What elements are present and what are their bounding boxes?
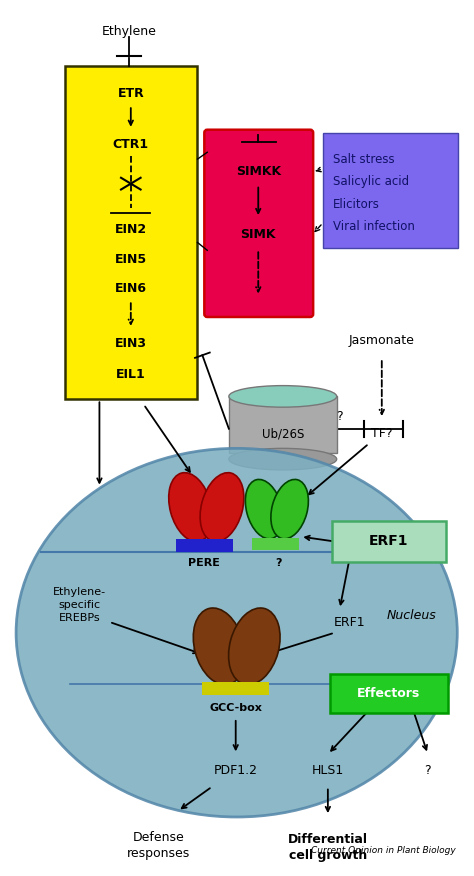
Text: Salt stress: Salt stress: [333, 152, 394, 166]
Text: EIN5: EIN5: [115, 252, 147, 265]
Text: Viral infection: Viral infection: [333, 220, 415, 233]
Text: HLS1: HLS1: [312, 764, 344, 777]
FancyBboxPatch shape: [176, 539, 233, 552]
Text: ETR: ETR: [118, 87, 144, 100]
Text: EIL1: EIL1: [116, 368, 146, 381]
Text: EIN2: EIN2: [115, 223, 147, 237]
FancyBboxPatch shape: [323, 132, 458, 249]
Text: Ethylene: Ethylene: [101, 25, 156, 38]
Ellipse shape: [200, 473, 244, 541]
Text: Nucleus: Nucleus: [386, 609, 436, 622]
Text: Elicitors: Elicitors: [333, 198, 380, 211]
FancyBboxPatch shape: [202, 682, 269, 696]
Ellipse shape: [229, 385, 337, 407]
Text: TF?: TF?: [371, 427, 392, 440]
Ellipse shape: [16, 449, 457, 817]
Text: ERF1: ERF1: [334, 617, 365, 629]
Text: ?: ?: [425, 764, 431, 777]
Text: PDF1.2: PDF1.2: [214, 764, 258, 777]
Text: ERF1: ERF1: [369, 534, 409, 548]
Ellipse shape: [246, 479, 283, 539]
Text: EIN3: EIN3: [115, 337, 147, 350]
Text: Ethylene-
specific
EREBPs: Ethylene- specific EREBPs: [53, 587, 106, 624]
Ellipse shape: [169, 473, 212, 541]
Text: Jasmonate: Jasmonate: [349, 334, 415, 347]
Ellipse shape: [228, 608, 280, 685]
Ellipse shape: [193, 608, 245, 685]
FancyBboxPatch shape: [204, 130, 313, 317]
Text: SIMKK: SIMKK: [236, 166, 281, 179]
FancyBboxPatch shape: [229, 397, 337, 453]
Text: Current Opinion in Plant Biology: Current Opinion in Plant Biology: [311, 846, 456, 855]
Ellipse shape: [271, 479, 309, 539]
Text: EIN6: EIN6: [115, 282, 147, 295]
Text: CTR1: CTR1: [113, 138, 149, 151]
Text: ?: ?: [337, 411, 343, 423]
Text: GCC-box: GCC-box: [209, 703, 262, 713]
FancyBboxPatch shape: [252, 538, 300, 550]
Text: Ub/26S: Ub/26S: [262, 427, 304, 440]
Text: SIMK: SIMK: [240, 228, 276, 241]
Text: Salicylic acid: Salicylic acid: [333, 175, 409, 188]
Text: Differential
cell growth: Differential cell growth: [288, 833, 368, 862]
Ellipse shape: [229, 449, 337, 470]
FancyBboxPatch shape: [332, 521, 446, 562]
Text: Effectors: Effectors: [357, 687, 420, 700]
Text: Defense
responses: Defense responses: [127, 830, 190, 859]
Text: ?: ?: [275, 558, 282, 569]
FancyBboxPatch shape: [65, 66, 198, 399]
FancyBboxPatch shape: [330, 674, 448, 713]
Text: PERE: PERE: [188, 558, 220, 569]
